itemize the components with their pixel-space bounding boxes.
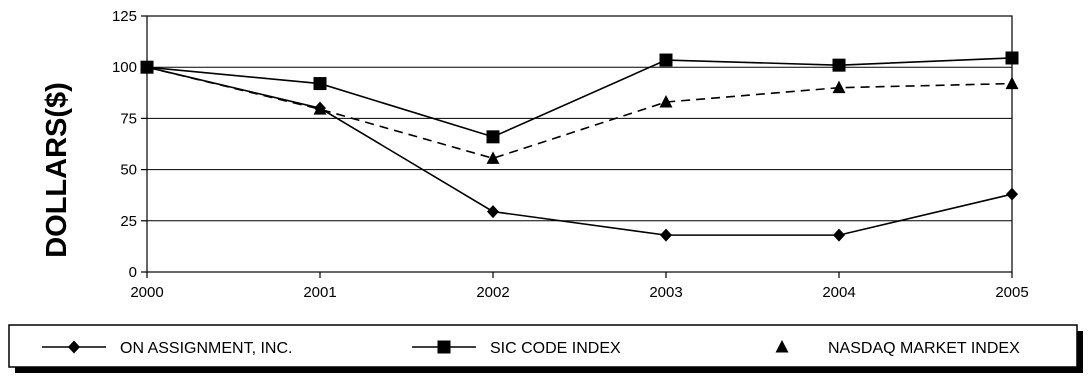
series-2 xyxy=(140,60,1019,164)
data-point xyxy=(140,60,154,73)
series-0 xyxy=(141,60,1018,242)
y-axis: 0 25 50 75 100 125 xyxy=(112,8,147,281)
x-tick-label: 2003 xyxy=(649,284,682,301)
data-point xyxy=(832,58,846,72)
data-point xyxy=(486,130,500,144)
series-group xyxy=(140,51,1019,242)
data-point xyxy=(313,102,327,115)
y-axis-title: DOLLARS($) xyxy=(41,82,73,258)
data-point xyxy=(486,151,500,164)
data-point xyxy=(313,77,327,91)
legend-item: SIC CODE INDEX xyxy=(412,340,621,357)
legend: ON ASSIGNMENT, INC. SIC CODE INDEX NASDAQ … xyxy=(8,324,1083,373)
legend-marker xyxy=(775,340,789,353)
plot-area xyxy=(146,15,1013,273)
legend-item: ON ASSIGNMENT, INC. xyxy=(42,340,292,357)
legend-marker xyxy=(437,340,451,354)
y-tick-label: 0 xyxy=(129,264,137,281)
data-point xyxy=(1005,76,1019,90)
y-tick-label: 100 xyxy=(112,59,137,76)
data-point xyxy=(659,53,673,67)
x-tick-label: 2001 xyxy=(303,284,336,301)
x-tick-label: 2004 xyxy=(822,284,855,301)
legend-box xyxy=(8,324,1078,368)
legend-label: SIC CODE INDEX xyxy=(490,340,621,357)
y-tick-label: 50 xyxy=(120,162,137,179)
x-tick-label: 2002 xyxy=(476,284,509,301)
y-tick-label: 25 xyxy=(120,213,137,230)
data-point xyxy=(487,205,499,219)
data-point xyxy=(1006,187,1018,201)
data-point xyxy=(833,228,845,242)
gridlines xyxy=(147,66,1012,222)
x-tick-label: 2005 xyxy=(995,284,1028,301)
legend-label: NASDAQ MARKET INDEX xyxy=(828,340,1020,357)
legend-label: ON ASSIGNMENT, INC. xyxy=(120,340,292,357)
series-line xyxy=(146,57,1013,138)
data-point xyxy=(1005,51,1019,65)
legend-marker xyxy=(68,340,80,354)
data-point xyxy=(832,80,846,94)
series-line xyxy=(146,66,1013,160)
x-tick-label: 2000 xyxy=(130,284,163,301)
y-tick-label: 75 xyxy=(120,110,137,127)
x-axis: 2000 2001 2002 2003 2004 2005 xyxy=(130,272,1029,301)
y-tick-label: 125 xyxy=(112,8,137,25)
series-line xyxy=(146,66,1013,236)
legend-item: NASDAQ MARKET INDEX xyxy=(775,340,1020,357)
data-point xyxy=(659,95,673,108)
data-point xyxy=(660,228,672,242)
